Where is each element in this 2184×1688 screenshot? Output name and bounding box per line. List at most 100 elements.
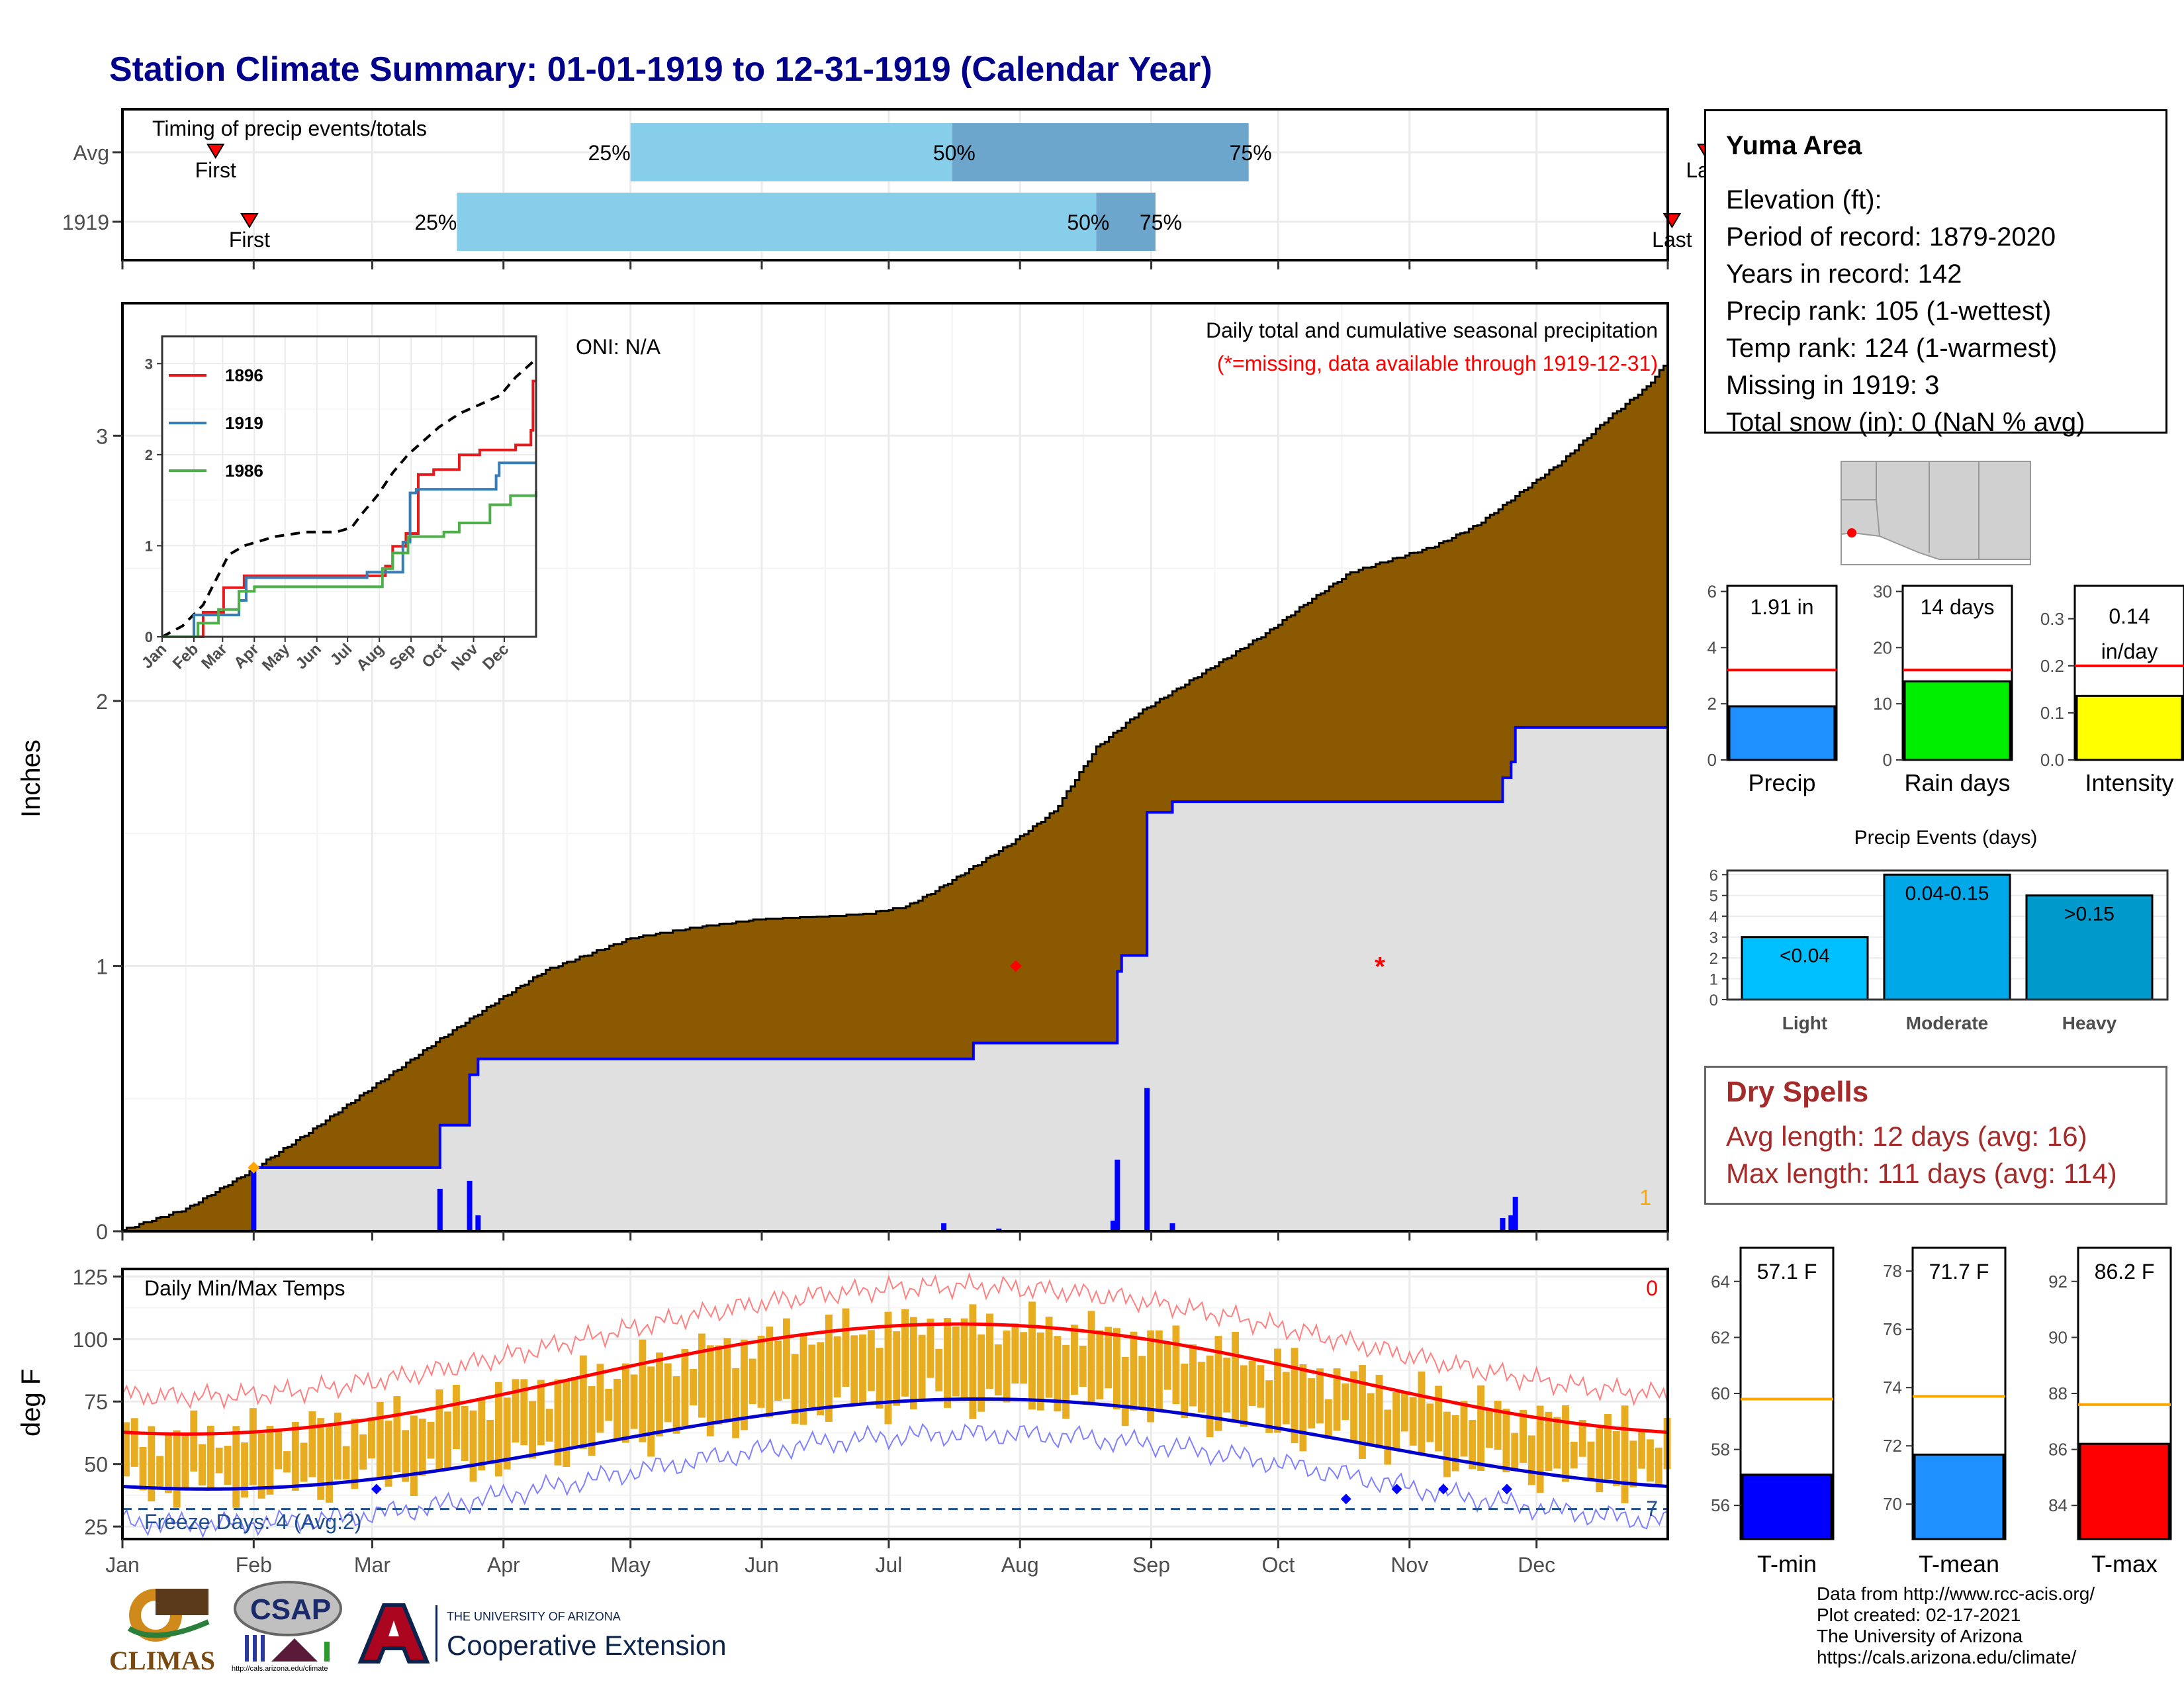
daily-temp-bar: [224, 1446, 232, 1485]
station-missing: Missing in 1919: 3: [1726, 371, 1940, 400]
precip-bar-intensity: [2075, 694, 2183, 761]
timing-bar-25-50: [457, 193, 1097, 251]
station-period: Period of record: 1879-2020: [1726, 222, 2056, 252]
daily-temp-bar: [1400, 1392, 1408, 1432]
daily-temp-bar: [469, 1410, 477, 1482]
precip-event-range-label: 0.04-0.15: [1905, 882, 1989, 904]
daily-temp-bar: [199, 1444, 206, 1486]
precip-events-tick-label: 6: [1709, 867, 1718, 884]
temp-bar-tick-label: 86: [2048, 1440, 2068, 1460]
month-tick-label: Aug: [1001, 1553, 1039, 1577]
daily-temp-bar: [376, 1401, 384, 1480]
timing-bar-25-50: [630, 123, 952, 181]
precip-bar-tick-label: 0.0: [2040, 750, 2064, 770]
daily-temp-bar: [1079, 1345, 1087, 1387]
temp-bar-tick-label: 76: [1883, 1319, 1902, 1339]
month-tick-label: Dec: [1518, 1553, 1555, 1577]
daily-temp-bar: [1359, 1365, 1366, 1459]
daily-temp-bar: [1477, 1385, 1484, 1472]
freeze-day-marker: [1340, 1493, 1351, 1505]
daily-temp-bar: [774, 1340, 782, 1401]
daily-precip-bar: [1508, 1215, 1514, 1231]
temp-bar-label: T-max: [2091, 1550, 2158, 1577]
daily-temp-bar: [850, 1335, 858, 1405]
temp-bar-tick-label: 74: [1883, 1378, 1902, 1397]
daily-temp-bar: [1062, 1344, 1070, 1419]
precip-bar-value: in/day: [2101, 639, 2158, 663]
inset-y-tick-label: 1: [145, 538, 153, 554]
station-years: Years in record: 142: [1726, 259, 1962, 289]
daily-temp-bar: [1240, 1365, 1248, 1427]
precip-bar-label: Intensity: [2085, 769, 2173, 796]
daily-temp-bar: [791, 1354, 799, 1424]
daily-temp-bar: [621, 1363, 629, 1443]
first-label: First: [229, 228, 270, 252]
daily-temp-bar: [1291, 1348, 1298, 1444]
temp-y-axis-label: deg F: [17, 1368, 46, 1436]
footer-data-source: Data from http://www.rcc-acis.org/: [1817, 1583, 2095, 1604]
month-tick-label: Mar: [354, 1553, 390, 1577]
daily-temp-bar: [808, 1344, 816, 1408]
daily-temp-bar: [901, 1309, 909, 1397]
inset-legend-label: 1919: [225, 413, 263, 433]
temp-y-tick-label: 75: [84, 1390, 108, 1414]
daily-temp-bar: [156, 1456, 164, 1487]
timing-pct-25: 25%: [588, 141, 631, 165]
daily-temp-bar: [461, 1405, 469, 1461]
daily-temp-bar: [1443, 1411, 1451, 1477]
daily-temp-bar: [681, 1348, 689, 1427]
precip-bar-tick-label: 6: [1707, 581, 1717, 601]
inset-y-tick-label: 3: [145, 355, 153, 372]
daily-temp-bar: [444, 1411, 452, 1468]
dry-spells-box: Dry Spells Avg length: 12 days (avg: 16)…: [1704, 1066, 2167, 1205]
climas-text: CLIMAS: [109, 1646, 216, 1675]
temp-bar-t-mean: [1913, 1453, 2005, 1540]
daily-temp-bar: [614, 1378, 621, 1440]
daily-temp-bar: [1163, 1341, 1171, 1390]
daily-temp-bar: [1545, 1411, 1553, 1472]
month-tick-label: May: [610, 1553, 650, 1577]
daily-temp-bar: [1553, 1417, 1561, 1469]
precip-panel: * Daily total and cumulative seasonal pre…: [96, 302, 1669, 1244]
precip-bar-value: 14 days: [1920, 595, 1994, 619]
freeze-day-marker: [1501, 1483, 1512, 1495]
daily-temp-bar: [275, 1431, 283, 1470]
station-elevation: Elevation (ft):: [1726, 185, 1882, 214]
timing-row-label: 1919: [62, 211, 109, 234]
precip-corner-count: 1: [1639, 1186, 1651, 1209]
temp-bar-value: 71.7 F: [1929, 1260, 1989, 1284]
daily-temp-bar: [494, 1382, 502, 1477]
locator-map: [1841, 461, 2031, 565]
ua-big-text: Cooperative Extension: [447, 1630, 727, 1661]
daily-temp-bar: [1130, 1331, 1138, 1411]
daily-temp-bar: [732, 1368, 740, 1438]
timing-pct-75: 75%: [1230, 141, 1272, 165]
temp-bar-value: 57.1 F: [1757, 1260, 1817, 1284]
precip-y-tick-label: 1: [96, 955, 108, 978]
daily-temp-bar: [571, 1376, 578, 1446]
dry-spells-max: Max length: 111 days (avg: 114): [1726, 1158, 2117, 1189]
month-tick-label: Nov: [1390, 1553, 1428, 1577]
daily-temp-bar: [215, 1447, 223, 1474]
daily-temp-bar: [1232, 1331, 1239, 1423]
daily-temp-bar: [833, 1336, 841, 1397]
daily-temp-bar: [385, 1421, 392, 1487]
precip-bar-tick-label: 0: [1707, 750, 1717, 770]
precip-event-category-label: Moderate: [1906, 1013, 1988, 1033]
daily-temp-bar: [1070, 1325, 1078, 1395]
daily-temp-bar: [164, 1433, 172, 1493]
daily-temp-bar: [1223, 1357, 1231, 1413]
daily-temp-bar: [291, 1422, 299, 1491]
missing-day-marker: *: [1375, 952, 1385, 981]
daily-temp-bar: [647, 1366, 655, 1457]
precip-events-tick-label: 4: [1709, 908, 1718, 926]
daily-temp-bar: [1138, 1356, 1146, 1407]
daily-temp-bar: [393, 1396, 401, 1473]
daily-temp-bar: [1003, 1331, 1011, 1403]
daily-temp-bar: [1647, 1439, 1654, 1482]
daily-temp-bar: [1181, 1364, 1189, 1419]
timing-frame: [121, 108, 1669, 261]
precip-y-tick-label: 3: [96, 424, 108, 448]
daily-temp-bar: [326, 1425, 333, 1503]
